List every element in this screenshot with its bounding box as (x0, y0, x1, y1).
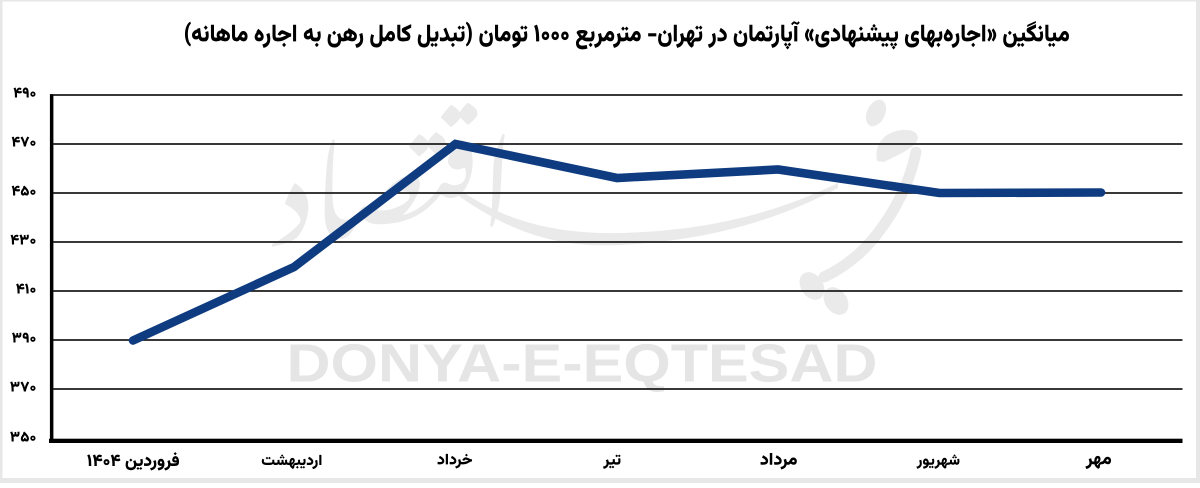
svg-text:DONYA-E-EQTESAD: DONYA-E-EQTESAD (287, 335, 878, 394)
